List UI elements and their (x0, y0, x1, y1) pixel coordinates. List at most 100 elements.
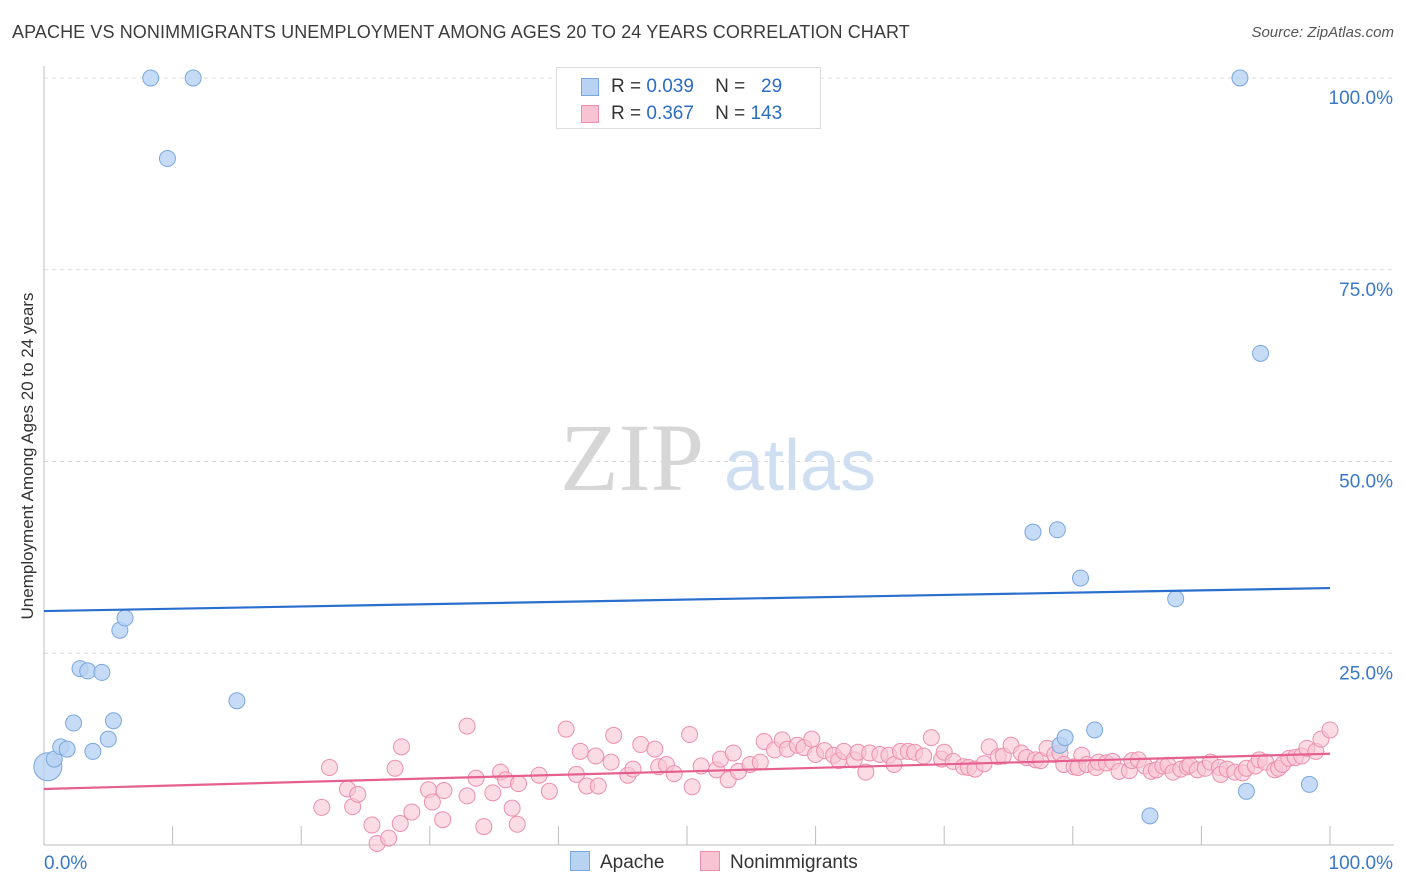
nonimmigrants-point (683, 778, 701, 796)
y-tick-label: 25.0% (1339, 663, 1393, 684)
nonimmigrants-swatch (581, 105, 599, 123)
nonimmigrants-point (363, 816, 381, 834)
nonimmigrants-point (458, 717, 476, 735)
apache-point (1141, 807, 1159, 825)
chart-title: APACHE VS NONIMMIGRANTS UNEMPLOYMENT AMO… (12, 22, 910, 42)
apache-point (116, 609, 134, 627)
watermark-zip: ZIP (560, 404, 704, 511)
nonimmigrants-point (380, 829, 398, 847)
apache-point (158, 150, 176, 168)
y-tick-label: 75.0% (1339, 280, 1393, 301)
r-label: R = (611, 76, 642, 97)
nonimmigrants-point (475, 818, 493, 836)
r-label: R = (611, 103, 642, 124)
nonimmigrants-point (915, 747, 933, 765)
nonimmigrants-point (571, 742, 589, 760)
nonimmigrants-point (484, 784, 502, 802)
nonimmigrants-point (403, 803, 421, 821)
apache-point (184, 69, 202, 87)
nonimmigrants-point (665, 765, 683, 783)
tick-labels: 25.0% 50.0% 75.0% 100.0% 0.0% 100.0% (44, 88, 1393, 874)
apache-point (1231, 69, 1249, 87)
nonimmigrants-point (632, 736, 650, 754)
nonimmigrants-points (313, 717, 1339, 852)
nonimmigrants-point (803, 730, 821, 748)
apache-point (58, 740, 76, 758)
apache-point (228, 692, 246, 710)
nonimmigrants-point (423, 793, 441, 811)
apache-point (1056, 729, 1074, 747)
nonimmigrants-point (557, 720, 575, 738)
x-tick-label-start: 0.0% (44, 853, 87, 874)
nonimmigrants-point (646, 740, 664, 758)
nonimmigrants-point (587, 747, 605, 765)
apache-point (1237, 782, 1255, 800)
x-tick-label-end: 100.0% (1329, 853, 1394, 874)
apache-point (1072, 569, 1090, 587)
nonimmigrants-point (386, 759, 404, 777)
watermark-atlas: atlas (724, 426, 876, 506)
apache-point (84, 742, 102, 760)
nonimmigrants-point (313, 798, 331, 816)
nonimmigrants-trend-line (43, 752, 1331, 791)
legend-nonimmigrants-stats: R = 0.367 N = 143 (611, 103, 782, 125)
apache-point (99, 730, 117, 748)
nonimmigrants-point (540, 782, 558, 800)
r-value: 0.039 (646, 76, 694, 97)
nonimmigrants-point (393, 738, 411, 756)
apache-points (33, 69, 1318, 825)
legend-item-apache: Apache (570, 851, 664, 874)
axes (43, 66, 1394, 846)
y-tick-label: 100.0% (1329, 88, 1394, 109)
apache-point (1167, 590, 1185, 608)
apache-point (1024, 523, 1042, 541)
nonimmigrants-point (434, 811, 452, 829)
apache-point (79, 662, 97, 680)
nonimmigrants-point (510, 775, 528, 793)
nonimmigrants-point (435, 782, 453, 800)
apache-point (142, 69, 160, 87)
nonimmigrants-point (589, 777, 607, 795)
nonimmigrants-point (508, 815, 526, 833)
nonimmigrants-point (602, 753, 620, 771)
y-tick-label: 50.0% (1339, 472, 1393, 493)
nonimmigrants-point (1321, 721, 1339, 739)
n-value: 143 (750, 103, 783, 124)
apache-point (1300, 775, 1318, 793)
n-label: N = (715, 103, 746, 124)
nonimmigrants-legend-swatch (700, 851, 720, 871)
apache-legend-label: Apache (600, 852, 665, 873)
apache-swatch (581, 78, 599, 96)
nonimmigrants-point (724, 744, 742, 762)
nonimmigrants-point (922, 729, 940, 747)
nonimmigrants-point (751, 753, 769, 771)
nonimmigrants-point (349, 785, 367, 803)
nonimmigrants-point (681, 726, 699, 744)
nonimmigrants-point (857, 763, 875, 781)
nonimmigrants-point (503, 799, 521, 817)
legend-item-nonimmigrants: Nonimmigrants (700, 851, 858, 874)
apache-trend-line (43, 586, 1331, 613)
nonimmigrants-legend-label: Nonimmigrants (730, 852, 858, 873)
nonimmigrants-point (624, 760, 642, 778)
gridlines (44, 77, 1394, 654)
legend-apache-stats: R = 0.039 N = 29 (611, 76, 782, 98)
nonimmigrants-point (320, 759, 338, 777)
nonimmigrants-point (458, 787, 476, 805)
apache-legend-swatch (570, 851, 590, 871)
n-label: N = (715, 76, 746, 97)
apache-point (1252, 344, 1270, 362)
apache-point (104, 712, 122, 730)
apache-point (65, 714, 83, 732)
apache-point (93, 663, 111, 681)
r-value: 0.367 (646, 103, 694, 124)
watermark: ZIP atlas (560, 404, 876, 511)
trend-lines (43, 586, 1331, 791)
apache-point (1086, 721, 1104, 739)
stats-legend: R = 0.039 N = 29 R = 0.367 N = 143 (556, 67, 821, 129)
apache-point (1048, 521, 1066, 539)
nonimmigrants-point (605, 726, 623, 744)
source-label: Source: ZipAtlas.com (1251, 24, 1394, 41)
n-value: 29 (761, 76, 783, 97)
